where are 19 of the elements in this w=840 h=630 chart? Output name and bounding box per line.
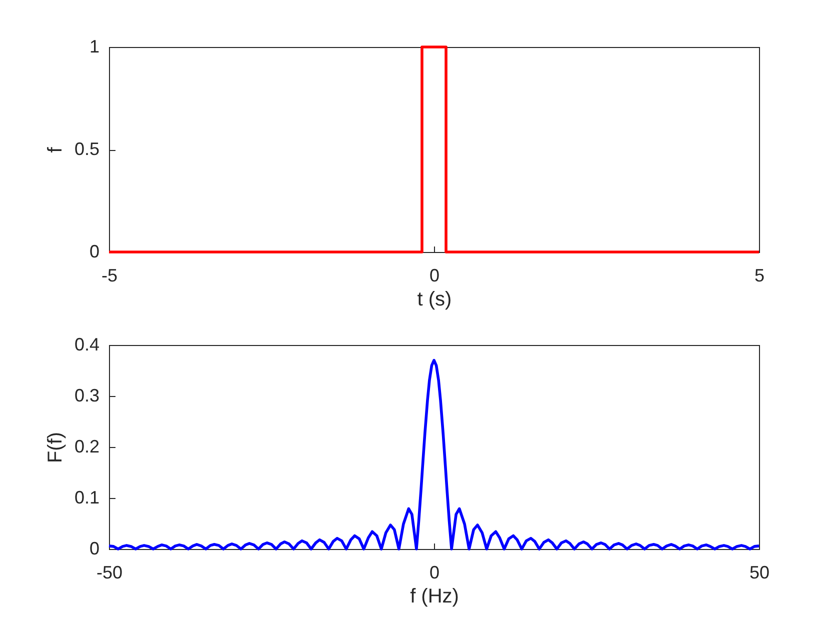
- y-tick-label: 0.5: [74, 139, 100, 159]
- x-tick-label: 0: [429, 562, 440, 582]
- x-axis-title: t (s): [417, 288, 452, 310]
- y-tick-label: 0.2: [74, 436, 100, 456]
- x-tick-label: -5: [101, 266, 118, 286]
- x-tick-label: 50: [749, 562, 770, 582]
- x-tick-label: -50: [96, 562, 123, 582]
- y-tick-label: 0: [89, 538, 100, 558]
- y-tick-label: 0.3: [74, 386, 100, 406]
- y-tick-label: 0.4: [74, 334, 100, 354]
- x-axis-title: f (Hz): [410, 586, 459, 608]
- line-series: [108, 358, 760, 550]
- y-tick-label: 0.1: [74, 488, 100, 508]
- x-tick-label: 0: [429, 266, 440, 286]
- y-axis-title: F(f): [44, 432, 66, 464]
- y-tick-label: 0: [89, 242, 100, 262]
- y-tick-label: 1: [89, 36, 100, 56]
- x-tick-label: 5: [754, 266, 765, 286]
- y-axis-title: f: [44, 146, 66, 153]
